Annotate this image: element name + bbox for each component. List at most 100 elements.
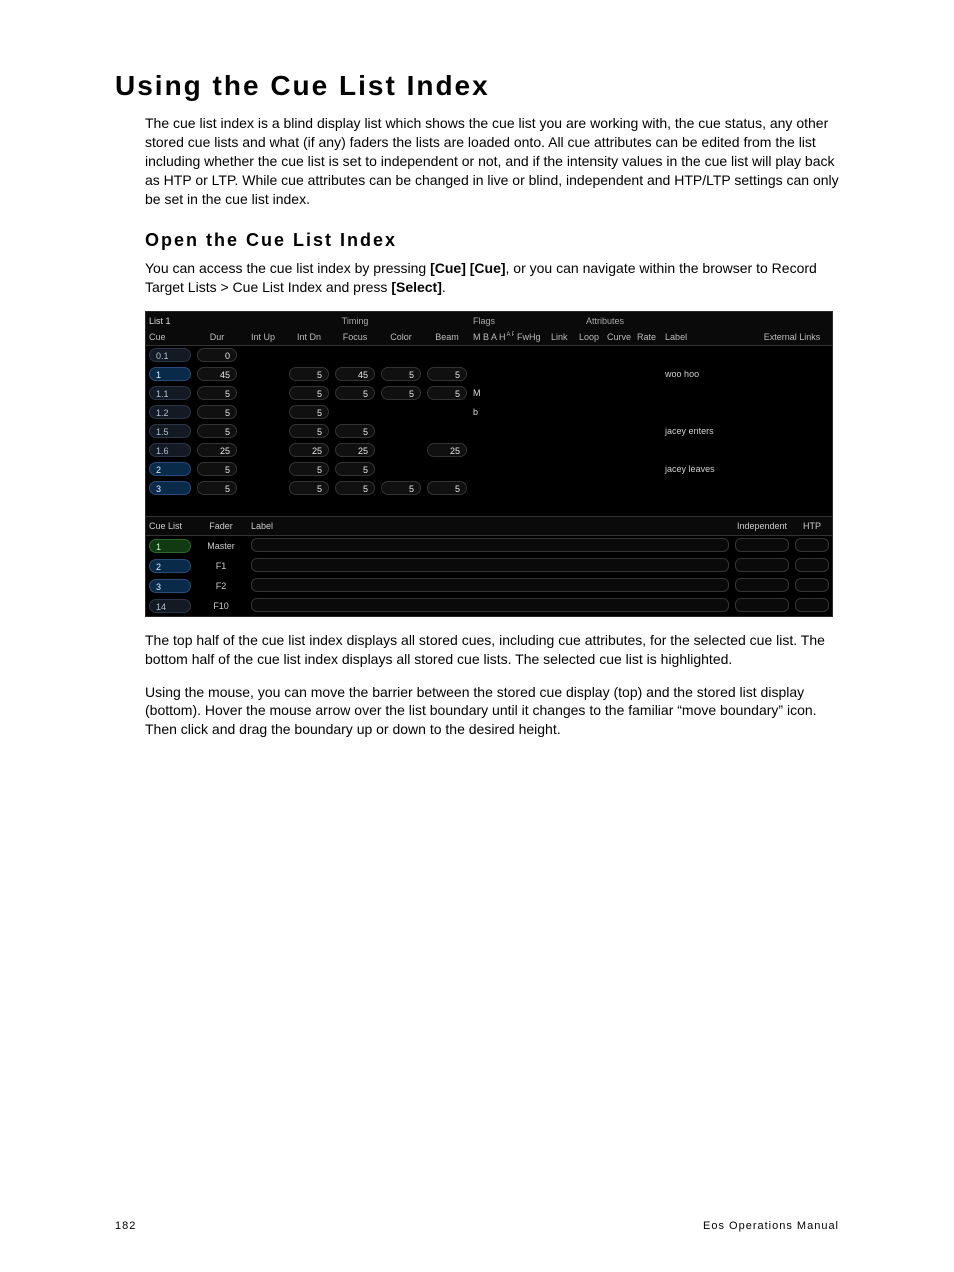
hdr-flags-main: M B A H	[473, 332, 506, 342]
cue-row: 1.255b	[146, 403, 832, 422]
htp-box	[795, 538, 829, 552]
value-chip: 5	[289, 424, 329, 438]
cue-number-chip: 1.6	[149, 443, 191, 457]
value-chip: 5	[427, 367, 467, 381]
hdr-cue: Cue	[146, 330, 194, 346]
cue-bottom-table: Cue List Fader Label Independent HTP 1 Ma…	[146, 516, 832, 616]
value-chip: 5	[427, 481, 467, 495]
hdr-dur: Dur	[194, 330, 240, 346]
value-chip: 5	[197, 424, 237, 438]
cue-label-cell	[662, 479, 752, 498]
value-chip: 5	[381, 481, 421, 495]
value-chip: 5	[289, 405, 329, 419]
cue-row: 1.5555jacey enters	[146, 422, 832, 441]
cue-number-chip: 1.2	[149, 405, 191, 419]
bhdr-htp: HTP	[792, 516, 832, 535]
independent-box	[735, 598, 789, 612]
hdr-fwhg: FwHg	[514, 330, 548, 346]
p3: Using the mouse, you can move the barrie…	[115, 683, 839, 740]
value-chip: 25	[197, 443, 237, 457]
footer-manual-name: Eos Operations Manual	[703, 1220, 839, 1232]
value-chip: 25	[289, 443, 329, 457]
hdr-extlinks: External Links	[752, 330, 832, 346]
value-chip: 5	[335, 424, 375, 438]
value-chip: 45	[335, 367, 375, 381]
value-chip: 25	[335, 443, 375, 457]
cuelist-row: 3 F2	[146, 576, 832, 596]
hdr-beam: Beam	[424, 330, 470, 346]
cuelist-number-chip: 1	[149, 539, 191, 553]
list-name: List 1	[146, 312, 194, 330]
cue-row: 1.155555M	[146, 384, 832, 403]
flags-cell	[470, 479, 514, 498]
value-chip: 5	[197, 405, 237, 419]
cue-number-chip: 1.1	[149, 386, 191, 400]
cue-label-cell	[662, 403, 752, 422]
bhdr-independent: Independent	[732, 516, 792, 535]
cue-number-chip: 3	[149, 481, 191, 495]
fader-cell: F2	[197, 581, 245, 591]
cuelist-number-chip: 3	[149, 579, 191, 593]
value-chip: 5	[197, 481, 237, 495]
flags-cell	[470, 365, 514, 384]
independent-box	[735, 538, 789, 552]
value-chip: 5	[289, 481, 329, 495]
cuelist-label-box	[251, 538, 729, 552]
group-flags: Flags	[470, 312, 548, 330]
value-chip: 5	[335, 481, 375, 495]
cue-label-cell: jacey leaves	[662, 460, 752, 479]
value-chip: 5	[381, 386, 421, 400]
cue-row: 355555	[146, 479, 832, 498]
value-chip: 5	[335, 462, 375, 476]
cue-label-cell: woo hoo	[662, 365, 752, 384]
fader-cell: F1	[197, 561, 245, 571]
flags-cell	[470, 422, 514, 441]
independent-box	[735, 558, 789, 572]
fader-cell: Master	[197, 541, 245, 551]
hdr-label: Label	[662, 330, 752, 346]
cue-number-chip: 1.5	[149, 424, 191, 438]
hdr-curve: Curve	[604, 330, 634, 346]
cuelist-number-chip: 14	[149, 599, 191, 613]
cuelist-row: 14 F10	[146, 596, 832, 616]
fader-cell: F10	[197, 601, 245, 611]
cue-row: 2555jacey leaves	[146, 460, 832, 479]
hdr-rate: Rate	[634, 330, 662, 346]
cuelist-label-box	[251, 598, 729, 612]
cue-number-chip: 0.1	[149, 348, 191, 362]
p2: The top half of the cue list index displ…	[115, 631, 839, 669]
group-header-row: List 1 Timing Flags Attributes	[146, 312, 832, 330]
p1e: .	[442, 279, 446, 295]
htp-box	[795, 578, 829, 592]
cuelist-label-box	[251, 578, 729, 592]
cue-top-table: List 1 Timing Flags Attributes Cue Dur I…	[146, 312, 832, 516]
cue-row: 0.10	[146, 346, 832, 365]
p1d-select: [Select]	[391, 279, 442, 295]
bhdr-cuelist: Cue List	[146, 516, 194, 535]
cue-number-chip: 1	[149, 367, 191, 381]
hdr-loop: Loop	[576, 330, 604, 346]
group-attributes: Attributes	[548, 312, 662, 330]
value-chip: 5	[289, 462, 329, 476]
cue-label-cell	[662, 384, 752, 403]
cuelist-label-box	[251, 558, 729, 572]
htp-box	[795, 598, 829, 612]
cue-label-cell	[662, 441, 752, 460]
cuelist-row: 1 Master	[146, 535, 832, 556]
bhdr-label: Label	[248, 516, 732, 535]
bhdr-fader: Fader	[194, 516, 248, 535]
flags-cell	[470, 441, 514, 460]
cue-row: 1.625252525	[146, 441, 832, 460]
section-open-cue-list-index: Open the Cue List Index	[115, 230, 839, 251]
hdr-link: Link	[548, 330, 576, 346]
intro-paragraph: The cue list index is a blind display li…	[115, 114, 839, 208]
p1a: You can access the cue list index by pre…	[145, 260, 430, 276]
bottom-header-row: Cue List Fader Label Independent HTP	[146, 516, 832, 535]
hdr-flags-sup: A P	[507, 332, 514, 338]
flags-cell	[470, 346, 514, 365]
cuelist-row: 2F1	[146, 556, 832, 576]
value-chip: 5	[427, 386, 467, 400]
open-paragraph: You can access the cue list index by pre…	[115, 259, 839, 297]
htp-box	[795, 558, 829, 572]
flags-cell	[470, 460, 514, 479]
